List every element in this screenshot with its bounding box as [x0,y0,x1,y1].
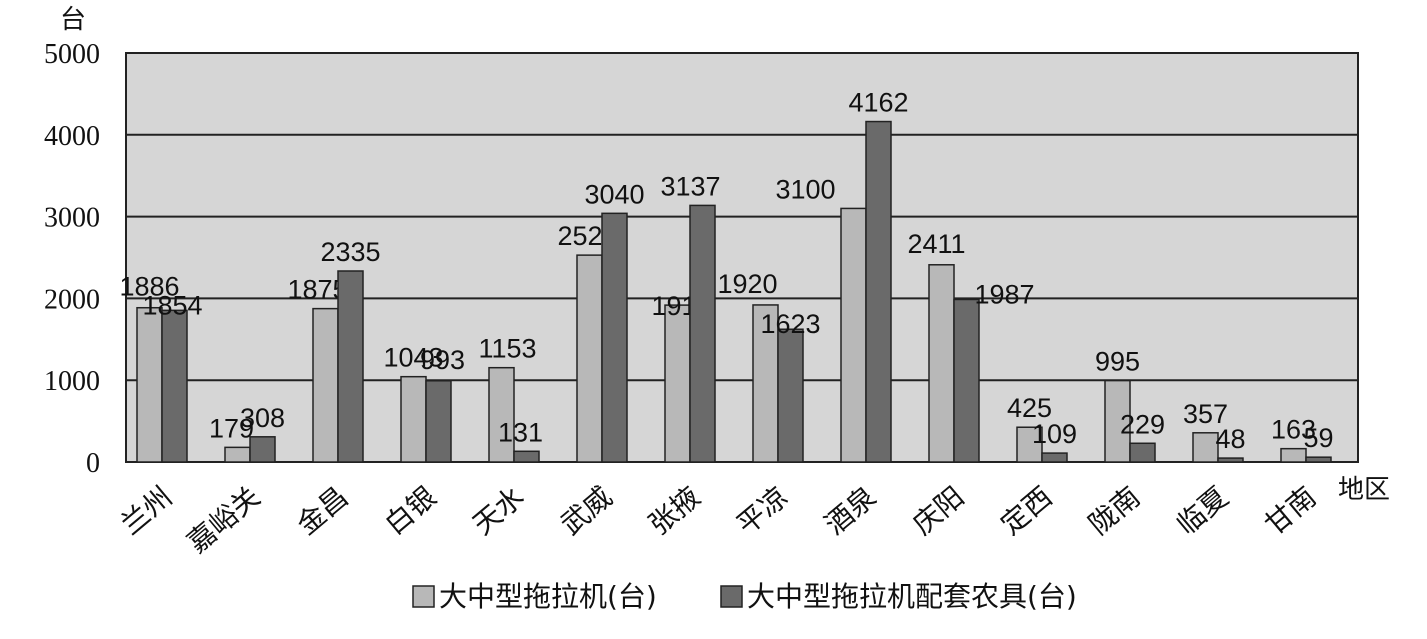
x-axis-label: 地区 [1338,475,1390,505]
bar [425,380,452,463]
x-tick-label: 武威 [554,480,618,541]
y-axis-unit-label: 台 [60,5,86,35]
x-tick-label: 酒泉 [818,480,882,541]
x-axis: 兰州 嘉峪关 金昌 白银 天水 武威 张掖 平凉 酒泉 庆阳 定西 陇南 临夏 甘南 [114,480,1322,559]
bar [1305,456,1332,463]
legend-label: 大中型拖拉机配套农具(台) [747,580,1077,613]
bar [576,254,603,463]
data-label: 2411 [907,229,965,259]
data-label: 59 [1303,423,1333,453]
data-label: 1987 [974,279,1034,309]
x-tick-label: 陇南 [1082,480,1146,541]
data-label: 1153 [478,334,536,364]
bar [1280,447,1307,463]
y-tick-label: 3000 [44,203,100,234]
x-tick-label: 张掖 [642,480,706,541]
data-label: 163 [1271,415,1316,445]
data-label: 109 [1032,419,1077,449]
x-tick-label: 甘南 [1258,480,1322,541]
x-tick-label: 金昌 [290,480,354,541]
bar [337,270,364,463]
data-label: 2335 [320,237,380,267]
data-label: 425 [1007,393,1052,423]
data-label: 1886 [119,272,179,302]
bar [513,450,540,463]
data-label: 308 [240,403,285,433]
x-tick-label: 天水 [466,480,530,541]
bar [865,120,892,463]
x-tick-label: 嘉峪关 [181,480,267,559]
data-label: 3100 [775,174,835,204]
data-label: 1920 [717,269,777,299]
legend-swatch [720,585,743,608]
data-label: 1043 [383,343,443,373]
plot-area [125,52,1359,463]
x-tick-label: 白银 [378,480,442,541]
plot-background [125,52,1359,463]
data-label: 4162 [848,88,908,118]
bar [664,304,691,463]
data-label: 993 [420,345,465,375]
bar [928,264,955,463]
data-label: 229 [1120,409,1165,439]
bar [840,207,867,463]
y-tick-label: 4000 [44,121,100,152]
x-tick-label: 平凉 [730,480,794,541]
y-tick-label: 2000 [44,284,100,315]
x-tick-label: 庆阳 [906,480,970,541]
data-label: 357 [1183,399,1228,429]
legend-label: 大中型拖拉机(台) [439,580,657,613]
data-label: 179 [209,413,254,443]
data-label: 1623 [760,309,820,339]
bar [224,446,251,463]
bar [752,304,779,463]
bar [777,328,804,463]
bar [601,212,628,463]
x-tick-label: 临夏 [1170,480,1234,541]
data-label: 995 [1095,347,1140,377]
x-tick-label: 兰州 [114,480,178,541]
bar [400,375,427,463]
data-label: 131 [498,417,543,447]
y-tick-label: 1000 [44,366,100,397]
bar [1129,442,1156,463]
bar [1217,457,1244,463]
data-label: 48 [1215,424,1245,454]
bar [953,298,980,463]
bar [1104,379,1131,463]
x-tick-label: 定西 [994,480,1058,541]
bar [488,366,515,463]
bar [136,306,163,463]
bar [1016,426,1043,463]
bar [312,307,339,463]
y-axis: 0 1000 2000 3000 4000 5000 [44,39,100,479]
legend-swatch [412,585,435,608]
y-tick-label: 0 [86,448,100,479]
data-label: 1854 [142,290,202,320]
legend: 大中型拖拉机(台) 大中型拖拉机配套农具(台) [412,580,1077,613]
bar [689,204,716,463]
bar [249,436,276,463]
bar [161,309,188,463]
y-tick-label: 5000 [44,39,100,70]
data-label: 3040 [584,179,644,209]
bar [1192,432,1219,463]
data-label: 3137 [660,171,720,201]
bar [1041,452,1068,463]
